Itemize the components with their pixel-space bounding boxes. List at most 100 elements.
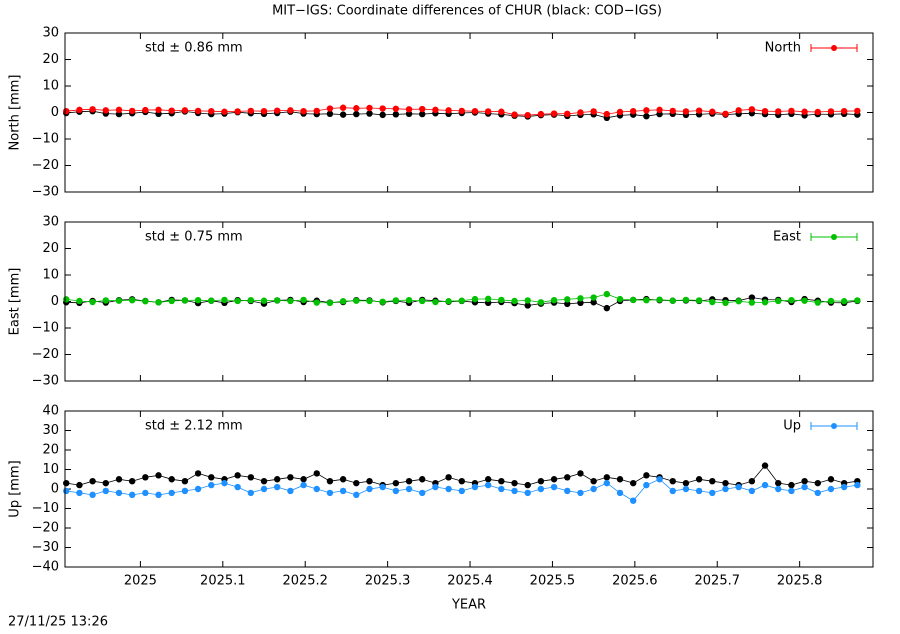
data-point: [247, 489, 255, 497]
data-point: [353, 105, 360, 112]
data-point: [63, 479, 70, 487]
data-point: [498, 485, 505, 493]
data-point: [788, 487, 795, 495]
data-point: [695, 297, 703, 304]
data-point: [761, 107, 769, 115]
data-point: [300, 481, 307, 489]
data-point: [814, 299, 821, 306]
y-tick-label: 0: [51, 105, 59, 120]
data-point: [181, 487, 189, 495]
data-point: [221, 108, 228, 115]
data-point: [89, 298, 96, 306]
data-point: [432, 483, 439, 491]
data-point: [827, 108, 835, 115]
data-point: [313, 485, 320, 493]
data-point: [748, 294, 756, 301]
data-point: [445, 474, 452, 481]
y-tick-label: 20: [42, 241, 59, 256]
data-point: [788, 107, 795, 115]
data-point: [682, 479, 690, 487]
data-point: [511, 111, 518, 118]
data-point: [775, 297, 782, 305]
data-point: [234, 483, 241, 491]
data-point: [247, 107, 255, 115]
data-point: [300, 107, 307, 115]
data-point: [445, 298, 452, 305]
data-point: [471, 295, 479, 303]
data-point: [814, 479, 821, 487]
data-point: [326, 299, 334, 307]
data-point: [775, 108, 782, 115]
data-point: [669, 297, 676, 304]
data-point: [366, 104, 373, 112]
data-point: [709, 108, 716, 115]
data-point: [537, 478, 545, 485]
data-point: [76, 297, 83, 305]
data-point: [458, 478, 465, 485]
data-point: [392, 297, 400, 304]
x-tick-label: 2025.7: [695, 574, 741, 589]
y-axis-label: Up [mm]: [8, 460, 23, 517]
legend-marker: [831, 45, 837, 51]
data-point: [643, 296, 650, 304]
data-point: [181, 478, 189, 485]
y-tick-label: −30: [32, 185, 59, 200]
data-point: [194, 296, 202, 304]
data-point: [761, 462, 769, 469]
data-point: [273, 297, 281, 304]
x-tick-label: 2025.4: [447, 574, 493, 589]
x-tick-label: 2025.6: [612, 574, 658, 589]
data-point: [339, 476, 347, 483]
data-point: [722, 479, 729, 487]
data-point: [748, 478, 756, 485]
legend-label: East: [773, 230, 801, 245]
data-point: [735, 298, 742, 305]
data-point: [102, 479, 109, 487]
data-point: [827, 485, 835, 493]
data-point: [577, 299, 584, 307]
data-point: [379, 111, 386, 119]
data-point: [405, 106, 413, 113]
y-tick-label: −20: [32, 347, 59, 362]
data-point: [128, 478, 136, 485]
data-point: [524, 111, 531, 119]
data-point: [326, 105, 334, 112]
data-point: [616, 489, 624, 497]
data-point: [656, 296, 663, 303]
data-point: [102, 487, 109, 495]
data-point: [484, 108, 492, 115]
y-tick-label: 30: [42, 215, 59, 230]
data-point: [458, 107, 465, 115]
data-point: [550, 483, 558, 491]
data-point: [194, 107, 202, 115]
data-point: [840, 483, 848, 491]
data-point: [537, 299, 545, 306]
data-point: [128, 296, 136, 304]
data-point: [564, 296, 571, 303]
x-tick-label: 2025.8: [777, 574, 823, 589]
data-point: [577, 109, 584, 116]
data-point: [353, 479, 360, 487]
data-point: [247, 296, 255, 304]
data-point: [735, 107, 742, 114]
data-point: [260, 485, 268, 493]
data-point: [221, 296, 228, 304]
data-point: [603, 479, 611, 487]
data-point: [419, 110, 426, 118]
data-point: [840, 107, 848, 115]
data-point: [128, 107, 136, 115]
data-point: [709, 298, 716, 306]
data-point: [273, 483, 281, 491]
x-axis-label: YEAR: [451, 598, 486, 613]
y-tick-label: 30: [42, 423, 59, 438]
data-point: [590, 478, 597, 485]
data-point: [89, 478, 96, 485]
data-point: [234, 297, 241, 305]
data-point: [827, 476, 835, 483]
data-point: [115, 106, 123, 114]
plot-frame: [64, 32, 874, 193]
data-point: [273, 107, 281, 114]
data-point: [524, 302, 531, 309]
data-point: [801, 478, 808, 485]
